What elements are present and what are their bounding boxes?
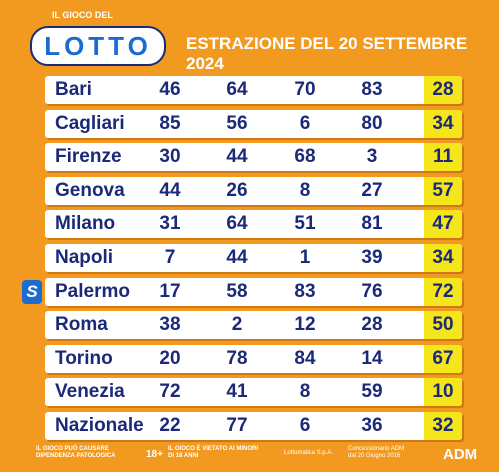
drawn-number: 11 xyxy=(432,146,454,168)
drawn-number: 28 xyxy=(361,314,383,336)
drawn-number: 64 xyxy=(226,79,248,100)
extra-cell xyxy=(424,311,462,340)
result-row: Bari 46 64 70 83 28 xyxy=(45,76,462,104)
drawn-number: 26 xyxy=(226,179,248,201)
drawn-number: 83 xyxy=(361,79,383,100)
drawn-number: 44 xyxy=(226,247,248,268)
drawn-number: 47 xyxy=(432,213,454,235)
drawn-number: 34 xyxy=(432,247,454,268)
drawn-number: 36 xyxy=(361,415,383,436)
result-row: Palermo 17 58 83 76 72 xyxy=(45,277,462,306)
drawn-number: 76 xyxy=(361,280,383,302)
result-row: Firenze 30 44 68 3 11 xyxy=(45,143,462,172)
city-name: Cagliari xyxy=(55,112,125,134)
drawn-number: 57 xyxy=(432,179,454,201)
city-name: Firenze xyxy=(55,146,122,168)
extra-cell xyxy=(424,277,462,306)
drawn-number: 46 xyxy=(159,79,181,100)
drawn-number: 31 xyxy=(159,213,181,235)
extra-cell xyxy=(424,412,462,440)
drawn-number: 27 xyxy=(361,179,383,201)
extra-cell xyxy=(424,76,462,104)
drawn-number: 12 xyxy=(294,314,316,336)
logo-top: IL GIOCO DEL xyxy=(52,10,113,20)
age: 18+ xyxy=(146,449,163,460)
logo: LOTTO xyxy=(30,26,166,66)
drawn-number: 20 xyxy=(159,347,181,369)
result-row: Venezia 72 41 8 59 10 xyxy=(45,378,462,407)
minors-warning: IL GIOCO È VIETATO AI MINORI DI 18 ANNI xyxy=(168,446,259,459)
drawn-number: 22 xyxy=(159,415,181,436)
result-row: Nazionale 22 77 6 36 32 xyxy=(45,412,462,440)
city-name: Venezia xyxy=(55,381,125,403)
badge: S xyxy=(22,279,42,304)
drawn-number: 67 xyxy=(432,347,454,369)
extra-cell xyxy=(424,244,462,272)
drawn-number: 85 xyxy=(159,112,181,134)
result-row: Roma 38 2 12 28 50 xyxy=(45,311,462,340)
result-row: Cagliari 85 56 6 80 34 xyxy=(45,109,462,138)
drawn-number: 17 xyxy=(159,280,181,302)
result-row: Milano 31 64 51 81 47 xyxy=(45,210,462,239)
drawn-number: 50 xyxy=(432,314,454,336)
city-name: Milano xyxy=(55,213,116,235)
extra-cell xyxy=(424,109,462,138)
drawn-number: 10 xyxy=(432,381,454,403)
city-name: Bari xyxy=(55,79,92,100)
drawn-number: 38 xyxy=(159,314,181,336)
drawn-number: 3 xyxy=(366,146,378,168)
city-name: Napoli xyxy=(55,247,114,268)
drawn-number: 34 xyxy=(432,112,454,134)
drawn-number: 68 xyxy=(294,146,316,168)
drawn-number: 2 xyxy=(231,314,243,336)
extra-cell xyxy=(424,143,462,172)
operator: Lottomatica S.p.A. xyxy=(284,450,334,456)
drawn-number: 39 xyxy=(361,247,383,268)
extra-cell xyxy=(424,344,462,373)
drawn-number: 58 xyxy=(226,280,248,302)
drawn-number: 32 xyxy=(432,415,454,436)
result-row: Napoli 7 44 1 39 34 xyxy=(45,244,462,272)
drawn-number: 7 xyxy=(164,247,176,268)
city-name: Palermo xyxy=(55,280,130,302)
drawn-number: 83 xyxy=(294,280,316,302)
drawn-number: 1 xyxy=(299,247,311,268)
drawn-number: 77 xyxy=(226,415,248,436)
drawn-number: 56 xyxy=(226,112,248,134)
drawn-number: 72 xyxy=(159,381,181,403)
drawn-number: 28 xyxy=(432,79,454,100)
extra-cell xyxy=(424,176,462,205)
extra-cell xyxy=(424,378,462,407)
city-name: Nazionale xyxy=(55,415,144,436)
drawn-number: 8 xyxy=(299,179,311,201)
result-row: Torino 20 78 84 14 67 xyxy=(45,344,462,373)
license: Concessionario ADM dal 20 Giugno 2016 xyxy=(348,446,405,459)
drawn-number: 6 xyxy=(299,112,311,134)
city-name: Genova xyxy=(55,179,125,201)
drawn-number: 14 xyxy=(361,347,383,369)
adm-logo: ADM xyxy=(443,446,478,463)
extra-cell xyxy=(424,210,462,239)
drawn-number: 84 xyxy=(294,347,316,369)
title: ESTRAZIONE DEL 20 SETTEMBRE 2024 xyxy=(186,34,468,73)
drawn-number: 64 xyxy=(226,213,248,235)
warning: IL GIOCO PUÒ CAUSARE DIPENDENZA PATOLOGI… xyxy=(36,446,116,459)
drawn-number: 81 xyxy=(361,213,383,235)
drawn-number: 30 xyxy=(159,146,181,168)
city-name: Roma xyxy=(55,314,108,336)
drawn-number: 80 xyxy=(361,112,383,134)
drawn-number: 78 xyxy=(226,347,248,369)
drawn-number: 44 xyxy=(226,146,248,168)
drawn-number: 72 xyxy=(432,280,454,302)
city-name: Torino xyxy=(55,347,113,369)
result-row: Genova 44 26 8 27 57 xyxy=(45,176,462,205)
drawn-number: 6 xyxy=(299,415,311,436)
drawn-number: 70 xyxy=(294,79,316,100)
drawn-number: 41 xyxy=(226,381,248,403)
drawn-number: 51 xyxy=(294,213,316,235)
drawn-number: 44 xyxy=(159,179,181,201)
drawn-number: 59 xyxy=(361,381,383,403)
drawn-number: 8 xyxy=(299,381,311,403)
